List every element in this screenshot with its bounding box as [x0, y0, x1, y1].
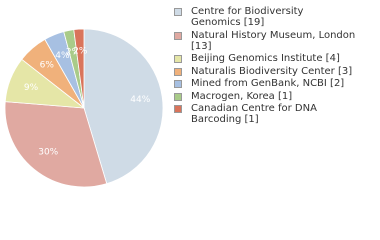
- slice-label: 2%: [66, 48, 81, 58]
- slice-label: 6%: [40, 60, 55, 70]
- legend-item: Mined from GenBank, NCBI [2]: [174, 78, 378, 89]
- legend-item: Natural History Museum, London [13]: [174, 30, 378, 52]
- legend-label: Mined from GenBank, NCBI [2]: [191, 78, 345, 89]
- slice-label: 44%: [130, 95, 150, 105]
- pie: 44% 30% 9% 6%4%2%2%: [4, 28, 164, 188]
- pie-slice: [73, 28, 85, 109]
- legend-item: Beijing Genomics Institute [4]: [174, 53, 378, 64]
- legend-swatch: [174, 31, 182, 40]
- legend-item: Macrogen, Korea [1]: [174, 91, 378, 102]
- slice-label: 9%: [24, 83, 39, 93]
- pie-slice: [83, 28, 164, 185]
- legend-label: Naturalis Biodiversity Center [3]: [191, 65, 353, 77]
- legend-swatch: [174, 92, 182, 101]
- slice-label: 2%: [73, 47, 88, 57]
- legend-item: Centre for Biodiversity Genomics [19]: [174, 6, 378, 28]
- slice-label: 4%: [55, 51, 70, 61]
- legend-item: Canadian Centre for DNA Barcoding [1]: [174, 103, 378, 125]
- legend-swatch: [174, 67, 182, 76]
- legend-swatch: [174, 105, 182, 113]
- slice-label: 30%: [38, 148, 58, 158]
- pie-slice: [4, 101, 108, 188]
- legend-label: Natural History Museum, London [13]: [191, 29, 356, 52]
- legend-item: Naturalis Biodiversity Center [3]: [174, 66, 378, 77]
- legend-swatch: [174, 55, 182, 63]
- legend-label: Centre for Biodiversity Genomics [19]: [191, 6, 304, 28]
- legend-label: Beijing Genomics Institute [4]: [191, 53, 340, 64]
- legend-label: Macrogen, Korea [1]: [191, 90, 293, 102]
- legend-swatch: [174, 8, 182, 16]
- legend-swatch: [174, 80, 182, 88]
- legend-label: Canadian Centre for DNA Barcoding [1]: [191, 103, 317, 125]
- legend: Centre for Biodiversity Genomics [19] Nat…: [174, 6, 378, 127]
